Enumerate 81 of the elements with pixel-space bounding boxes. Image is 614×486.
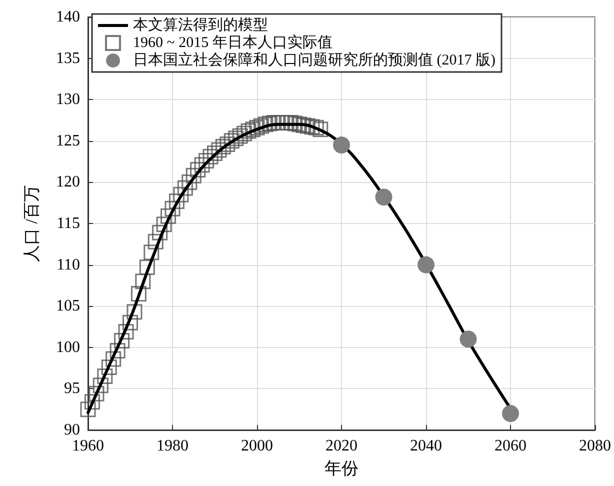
legend-label: 1960 ~ 2015 年日本人口实际值 xyxy=(133,34,332,51)
point xyxy=(194,157,210,173)
point xyxy=(207,146,222,162)
x-tick-label: 2080 xyxy=(579,438,611,454)
point xyxy=(106,351,122,367)
y-tick-label: 120 xyxy=(56,174,80,191)
y-tick-label: 140 xyxy=(56,8,80,26)
point xyxy=(130,286,146,302)
point xyxy=(101,359,117,375)
point xyxy=(88,386,104,402)
y-tick-label: 95 xyxy=(64,380,80,398)
point xyxy=(126,304,142,320)
point xyxy=(249,120,265,136)
point xyxy=(135,274,151,290)
point xyxy=(160,208,176,224)
point xyxy=(312,122,328,138)
x-tick-label: 2020 xyxy=(326,438,358,454)
y-tick-label: 130 xyxy=(56,91,80,108)
point xyxy=(177,180,193,196)
point xyxy=(304,119,320,135)
x-tick-label: 2000 xyxy=(241,438,273,454)
point xyxy=(186,168,202,184)
point xyxy=(253,118,269,134)
point xyxy=(190,162,206,178)
point xyxy=(228,130,244,146)
legend-label: 日本国立社会保障和人口问题研究所的预测值 (2017 版) xyxy=(133,52,496,68)
point xyxy=(283,114,299,130)
point xyxy=(114,333,130,349)
point xyxy=(92,378,108,394)
point xyxy=(202,148,218,164)
y-axis-title: 人口 /百万 xyxy=(22,185,41,262)
point xyxy=(224,133,240,149)
point xyxy=(262,116,278,132)
point xyxy=(139,260,155,276)
y-tick-label: 135 xyxy=(56,50,80,67)
x-tick-label: 2040 xyxy=(410,438,442,454)
point xyxy=(173,186,189,202)
point xyxy=(97,368,113,384)
point xyxy=(84,394,100,410)
point xyxy=(375,188,392,206)
point xyxy=(118,324,134,340)
point xyxy=(152,224,168,240)
point xyxy=(168,193,184,209)
x-tick-label: 1960 xyxy=(72,438,104,454)
legend-label: 本文算法得到的模型 xyxy=(133,16,268,34)
point xyxy=(232,128,248,144)
y-tick-label: 90 xyxy=(64,422,80,438)
point xyxy=(300,118,316,134)
point xyxy=(308,120,324,136)
y-tick-label: 125 xyxy=(56,132,80,150)
point xyxy=(182,174,198,190)
point xyxy=(460,330,477,348)
y-tick-label: 115 xyxy=(56,215,80,232)
point xyxy=(211,142,227,158)
point xyxy=(240,123,256,139)
point xyxy=(502,404,519,422)
point xyxy=(258,116,274,132)
x-tick-label: 2060 xyxy=(494,438,526,454)
point xyxy=(156,216,172,232)
y-tick-label: 105 xyxy=(56,298,80,315)
x-tick-label: 1980 xyxy=(156,438,188,454)
point xyxy=(122,314,138,330)
y-tick-label: 110 xyxy=(56,256,80,274)
point xyxy=(418,256,434,274)
point xyxy=(245,122,261,138)
point xyxy=(296,117,312,133)
point xyxy=(198,152,214,168)
point xyxy=(215,138,231,154)
point xyxy=(220,136,236,152)
point xyxy=(80,402,96,418)
x-axis-title: 年份 xyxy=(324,459,358,478)
y-tick-label: 100 xyxy=(56,338,80,356)
point xyxy=(287,116,303,132)
point xyxy=(333,136,350,154)
point xyxy=(144,244,160,260)
point xyxy=(148,234,164,250)
point xyxy=(292,116,307,132)
point xyxy=(236,126,252,142)
point xyxy=(164,200,180,216)
point xyxy=(110,342,126,358)
point xyxy=(266,114,282,130)
